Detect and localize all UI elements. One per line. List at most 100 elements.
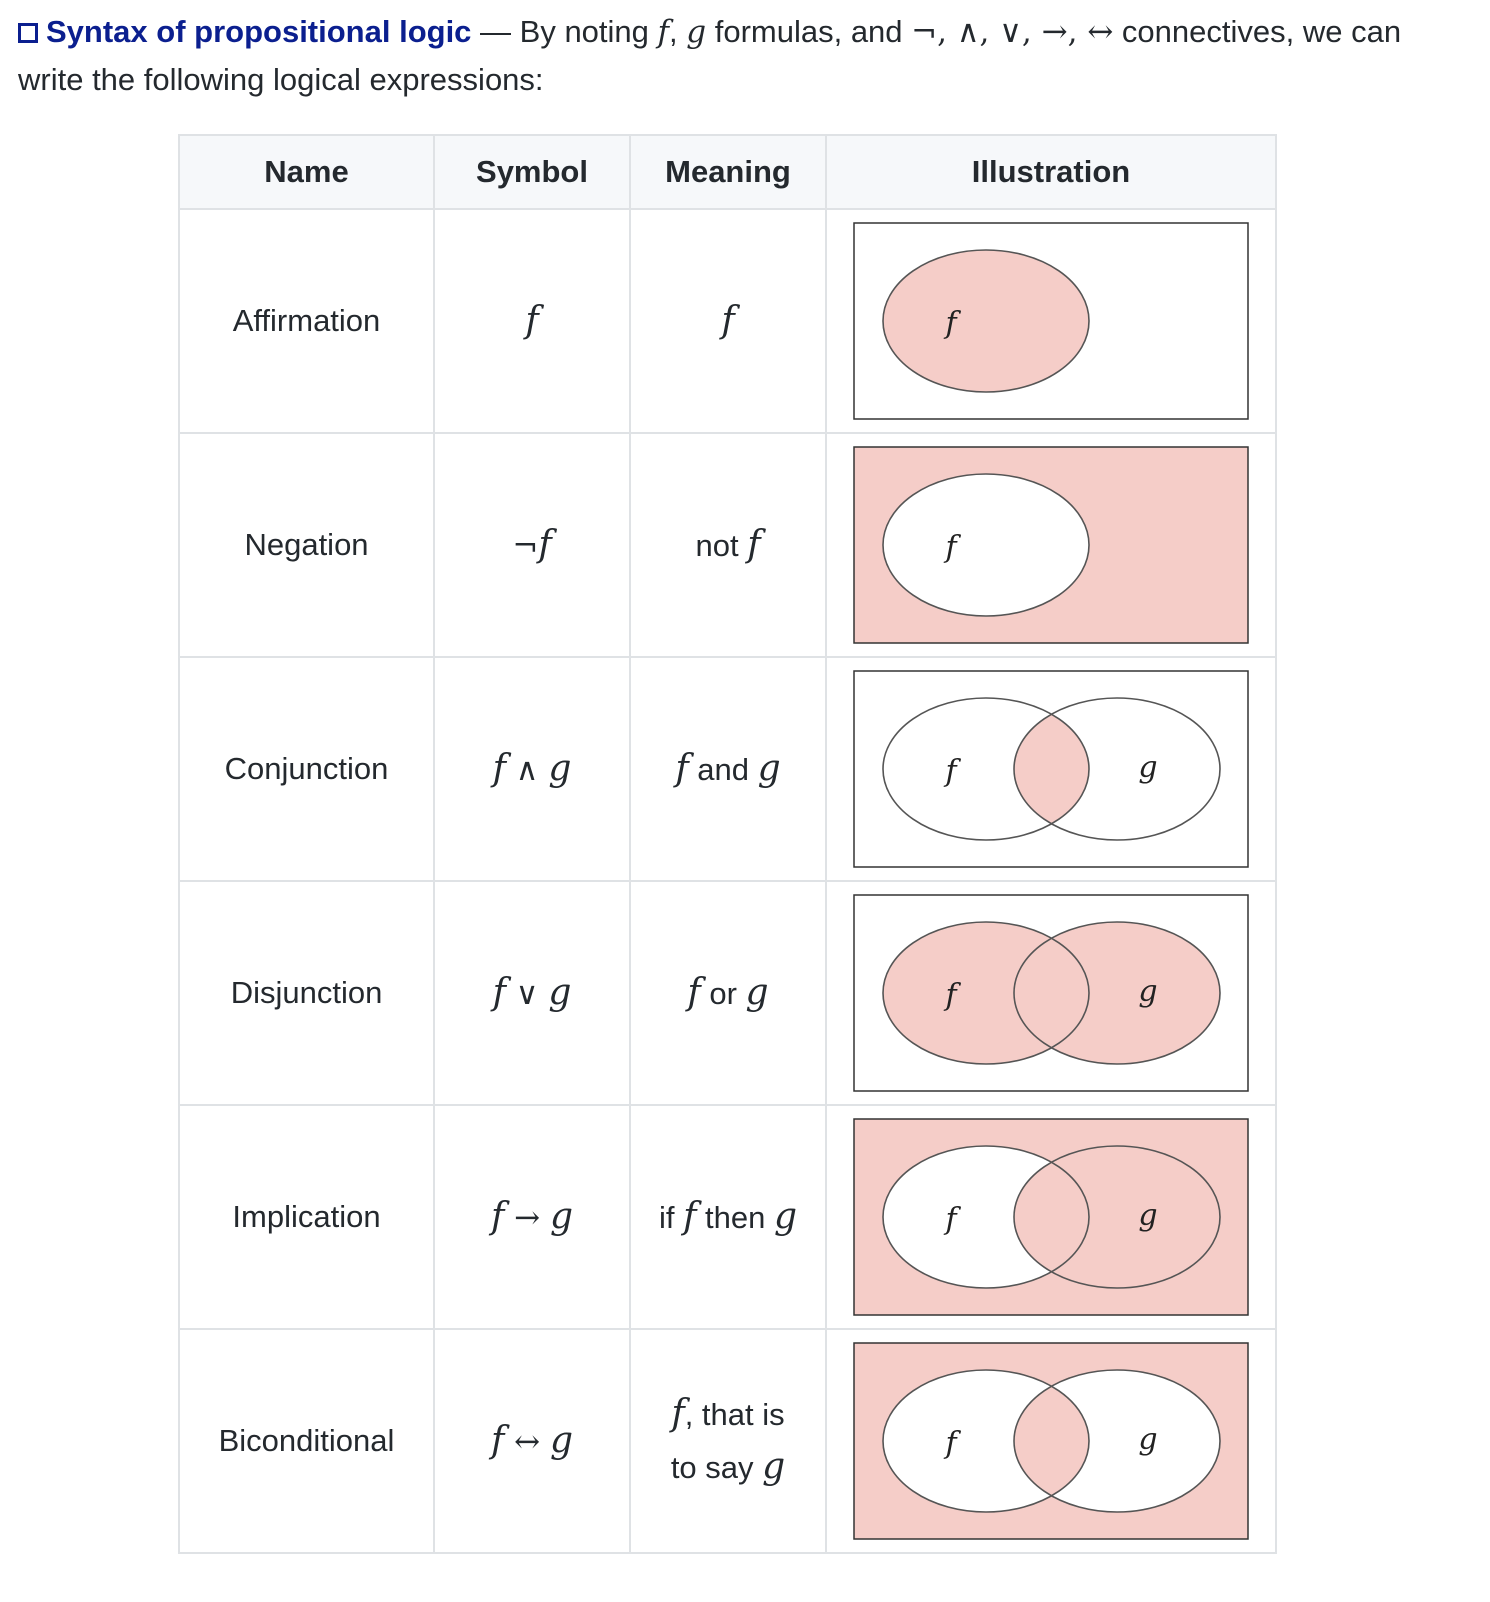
header-illustration: Illustration [825, 134, 1277, 210]
row-name: Affirmation [178, 208, 435, 434]
venn-label-g: g [1138, 750, 1157, 785]
table-header-row: Name Symbol Meaning Illustration [178, 134, 1277, 210]
row-symbol: f ↔ g [433, 1328, 631, 1554]
section-title: Syntax of propositional logic [46, 14, 472, 49]
venn-label-g: g [1138, 974, 1157, 1009]
row-name: Implication [178, 1104, 435, 1330]
venn-intersection-fill [1014, 698, 1089, 840]
row-name-text: Affirmation [232, 303, 381, 338]
meaning-var-1: f [721, 299, 735, 341]
venn-set-g-outline [1013, 921, 1221, 1065]
venn-set-g-outline [1013, 1145, 1221, 1289]
row-name-text: Disjunction [230, 975, 383, 1010]
intro-dash: — [471, 14, 520, 49]
meaning-var-2: g [757, 747, 781, 789]
row-symbol: f [433, 208, 631, 434]
venn-set-f-outline [882, 249, 1090, 393]
venn-set-f-fill [883, 250, 1089, 392]
meaning-var-2: g [745, 971, 769, 1013]
row-illustration: f [825, 432, 1277, 658]
checkbox-square-icon [18, 23, 38, 43]
meaning-middle: and [688, 751, 758, 787]
meaning-var-2: g [762, 1446, 786, 1487]
venn-diagram-negation: f [853, 446, 1249, 644]
symbol-right: f [538, 523, 552, 565]
venn-set-f-fill [883, 474, 1089, 616]
venn-intersection-fill [1014, 1146, 1089, 1288]
venn-set-g-outline [1013, 1369, 1221, 1513]
row-name-text: Conjunction [224, 751, 389, 786]
symbol-right: g [548, 971, 572, 1013]
symbol-right: g [549, 1195, 574, 1237]
venn-intersection-fill [1014, 922, 1089, 1064]
row-name-text: Biconditional [218, 1423, 395, 1458]
meaning-var-1: f [675, 747, 689, 789]
row-meaning: f, that is to say g [629, 1328, 827, 1554]
venn-diagram-affirmation: f [853, 222, 1249, 420]
symbol-left: f [492, 747, 506, 789]
meaning-prefix: if [658, 1199, 684, 1235]
intro-var-f: f [657, 14, 670, 50]
symbol-left: f [492, 971, 506, 1013]
intro-text-c: connectives, we can write the following … [18, 14, 1402, 97]
intro-comma: , [669, 14, 687, 49]
venn-set-f-outline [882, 1145, 1090, 1289]
row-symbol: ¬f [433, 432, 631, 658]
row-name: Negation [178, 432, 435, 658]
row-name: Disjunction [178, 880, 435, 1106]
venn-set-f-outline [882, 921, 1090, 1065]
meaning-var-2: g [773, 1195, 798, 1237]
row-meaning: if f then g [629, 1104, 827, 1330]
symbol-operator: ¬ [512, 527, 539, 564]
row-illustration: f [825, 208, 1277, 434]
symbol-operator: ∨ [505, 975, 549, 1012]
row-name: Conjunction [178, 656, 435, 882]
symbol-operator: → [504, 1199, 550, 1236]
row-symbol: f ∨ g [433, 880, 631, 1106]
header-name: Name [178, 134, 435, 210]
row-symbol: f → g [433, 1104, 631, 1330]
meaning-middle: then [696, 1199, 774, 1235]
table-row: Affirmation f f f [178, 208, 1277, 434]
row-name: Biconditional [178, 1328, 435, 1554]
meaning-var-1: f [671, 1393, 685, 1434]
meaning-middle: , that is to say [670, 1397, 785, 1485]
symbol-right: g [548, 747, 572, 789]
venn-set-f-outline [882, 473, 1090, 617]
meaning-middle: or [700, 975, 746, 1011]
logic-table: Name Symbol Meaning Illustration Affirma… [178, 134, 1277, 1554]
symbol-operator: ↔ [504, 1423, 550, 1460]
intro-text-b: formulas, and [706, 14, 912, 49]
row-symbol: f ∧ g [433, 656, 631, 882]
intro-var-g: g [686, 14, 707, 50]
meaning-var-1: f [747, 523, 761, 565]
row-name-text: Negation [244, 527, 369, 562]
venn-set-f-outline [882, 1369, 1090, 1513]
intro-connectives: ¬, ∧, ∨, →, ↔ [911, 14, 1114, 50]
venn-label-g: g [1138, 1198, 1157, 1233]
symbol-left: f [490, 1195, 505, 1237]
meaning-var-1: f [687, 971, 701, 1013]
row-meaning: f [629, 208, 827, 434]
intro-paragraph: Syntax of propositional logic — By notin… [18, 8, 1458, 104]
row-meaning: f or g [629, 880, 827, 1106]
header-symbol: Symbol [433, 134, 631, 210]
venn-label-g: g [1138, 1422, 1157, 1457]
intro-text-a: By noting [519, 14, 658, 49]
venn-intersection-fill [1014, 1370, 1089, 1512]
header-meaning: Meaning [629, 134, 827, 210]
symbol-operator: ∧ [505, 751, 549, 788]
symbol-left: f [490, 1419, 505, 1461]
